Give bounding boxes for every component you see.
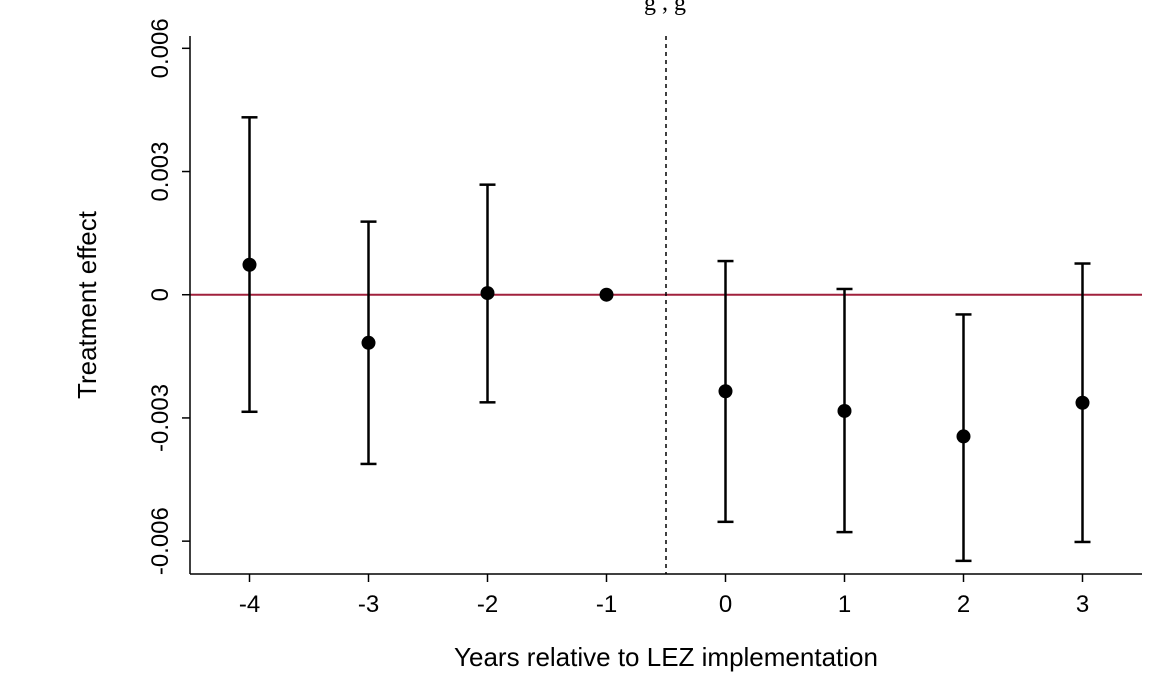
- y-tick-label: -0.006: [147, 507, 174, 575]
- y-tick-label: 0.003: [147, 141, 174, 201]
- y-axis: -0.006 -0.003 0 0.003 0.006: [147, 18, 191, 575]
- data-point: [837, 403, 852, 418]
- x-tick-label: 2: [957, 591, 970, 618]
- data-point: [718, 384, 733, 399]
- data-point: [956, 429, 971, 444]
- x-tick-label: -2: [477, 591, 498, 618]
- series-group: [241, 116, 1091, 563]
- y-tick-label: -0.003: [147, 384, 174, 452]
- y-tick-label: 0: [147, 288, 174, 301]
- x-tick-label: 0: [719, 591, 732, 618]
- data-point: [599, 287, 614, 302]
- x-tick-label: 3: [1076, 591, 1089, 618]
- plot-area: [190, 36, 1142, 574]
- x-axis: -4 -3 -2 -1 0 1 2 3: [190, 573, 1142, 618]
- data-point: [361, 335, 376, 350]
- x-tick-label: 1: [838, 591, 851, 618]
- x-axis-title: Years relative to LEZ implementation: [454, 642, 878, 672]
- data-point: [242, 257, 257, 272]
- x-tick-label: -3: [358, 591, 379, 618]
- y-axis-title: Treatment effect: [72, 210, 102, 399]
- title-fragment: g , g: [644, 0, 686, 16]
- x-tick-label: -1: [596, 591, 617, 618]
- x-tick-label: -4: [239, 591, 260, 618]
- data-point: [1075, 395, 1090, 410]
- y-tick-label: 0.006: [147, 18, 174, 78]
- data-point: [480, 286, 495, 301]
